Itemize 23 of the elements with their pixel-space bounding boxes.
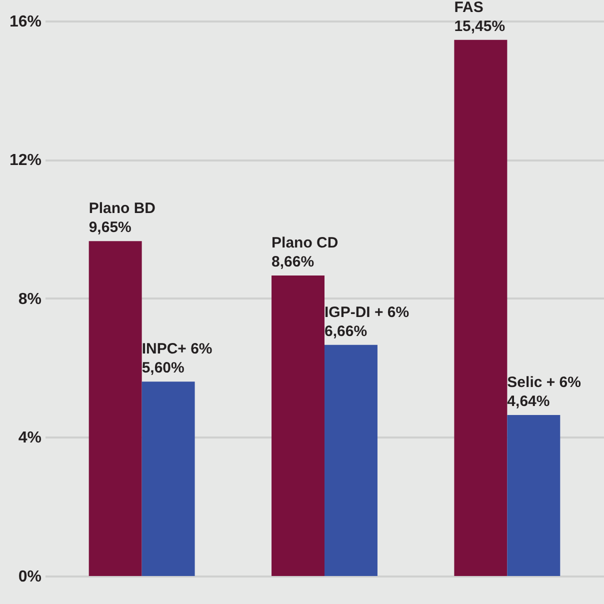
data-label: 9,65% [88,219,132,236]
data-label: 15,45% [454,18,506,35]
bar [272,276,324,576]
annotation: Selic + 6% [507,374,581,391]
bar [142,382,195,576]
data-label: 8,66% [272,254,314,271]
y-tick-label: 0% [18,568,42,586]
bar [507,415,560,576]
bar [324,344,378,576]
y-tick-label: 8% [18,290,42,308]
y-tick-label: 12% [9,152,42,170]
data-label: 5,60% [142,360,184,377]
annotation: FAS [454,0,484,16]
bar [88,241,142,576]
annotation: IGP-DI + 6% [324,304,410,321]
annotation: Plano BD [88,200,156,218]
annotation: Plano CD [272,234,338,252]
y-tick-label: 4% [18,430,42,447]
annotation: INPC+ 6% [142,340,212,358]
bar [454,40,508,576]
y-tick-label: 16% [9,13,42,30]
data-label: 4,64% [507,393,550,410]
data-label: 6,66% [324,322,368,340]
